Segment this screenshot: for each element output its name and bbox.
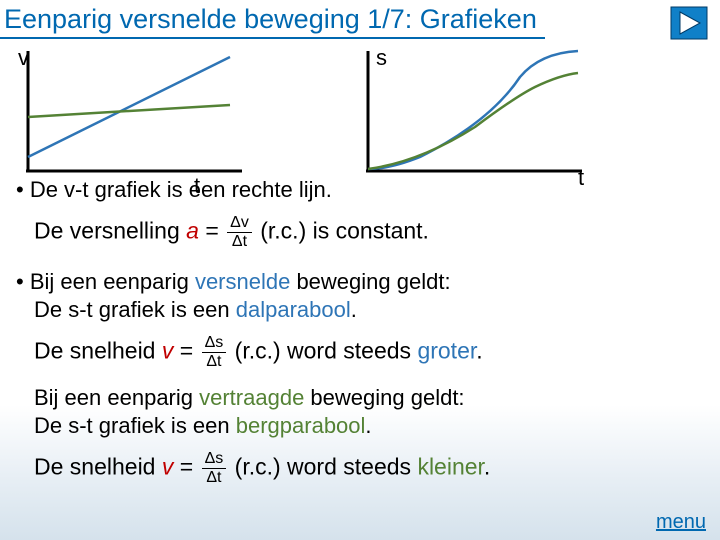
b2a: • Bij een eenparig	[16, 269, 195, 294]
formula2-den: Δt	[202, 353, 227, 370]
b3d: De s-t grafiek is een	[34, 413, 236, 438]
formula-2: De snelheid v = ΔsΔt (r.c.) word steeds …	[34, 335, 704, 370]
formula2-post: (r.c.) word steeds	[228, 337, 417, 363]
formula1-a: a	[186, 217, 199, 243]
formula2-v: v	[162, 337, 174, 363]
formula3-pre: De snelheid	[34, 454, 162, 480]
chart-v-x-label: t	[194, 173, 200, 199]
formula1-num: Δv	[227, 215, 252, 233]
b2d: De s-t grafiek is een	[34, 297, 236, 322]
chart-s-x-label: t	[578, 165, 584, 191]
formula2-num: Δs	[202, 335, 227, 353]
formula2-eq: =	[173, 337, 199, 363]
formula1-den: Δt	[227, 233, 252, 250]
formula3-post: (r.c.) word steeds	[228, 454, 417, 480]
bullet-3: Bij een eenparig vertraagde beweging gel…	[16, 384, 704, 441]
formula3-eq: =	[173, 454, 199, 480]
formula3-end: kleiner	[417, 454, 483, 480]
formula2-end: groter	[417, 337, 476, 363]
next-button[interactable]	[670, 6, 708, 45]
formula3-num: Δs	[202, 451, 227, 469]
chart-v-svg	[20, 47, 250, 177]
formula2-pre: De snelheid	[34, 337, 162, 363]
b3e: bergparabool	[236, 413, 366, 438]
next-arrow-icon	[670, 6, 708, 40]
bullet-2: • Bij een eenparig versnelde beweging ge…	[16, 268, 704, 325]
chart-s: s t	[360, 47, 590, 182]
page-title: Eenparig versnelde beweging 1/7: Grafiek…	[0, 0, 545, 39]
b2c: beweging geldt:	[290, 269, 450, 294]
chart-v-y-label: v	[18, 45, 29, 71]
formula1-eq: =	[199, 217, 225, 243]
chart-v: v t	[20, 47, 250, 182]
b2e: dalparabool	[236, 297, 351, 322]
charts-row: v t s t	[0, 47, 720, 182]
b2b: versnelde	[195, 269, 290, 294]
formula3-den: Δt	[202, 469, 227, 486]
body-text: • De v-t grafiek is een rechte lijn. De …	[0, 176, 720, 486]
menu-link[interactable]: menu	[656, 511, 706, 534]
formula1-post: (r.c.) is constant.	[254, 217, 429, 243]
formula-1: De versnelling a = ΔvΔt (r.c.) is consta…	[34, 215, 704, 250]
chart-s-y-label: s	[376, 45, 387, 71]
b3a: Bij een eenparig	[34, 385, 199, 410]
formula1-pre: De versnelling	[34, 217, 186, 243]
b3c: beweging geldt:	[304, 385, 464, 410]
formula-3: De snelheid v = ΔsΔt (r.c.) word steeds …	[34, 451, 704, 486]
chart-s-svg	[360, 47, 590, 177]
formula3-v: v	[162, 454, 174, 480]
b3b: vertraagde	[199, 385, 304, 410]
